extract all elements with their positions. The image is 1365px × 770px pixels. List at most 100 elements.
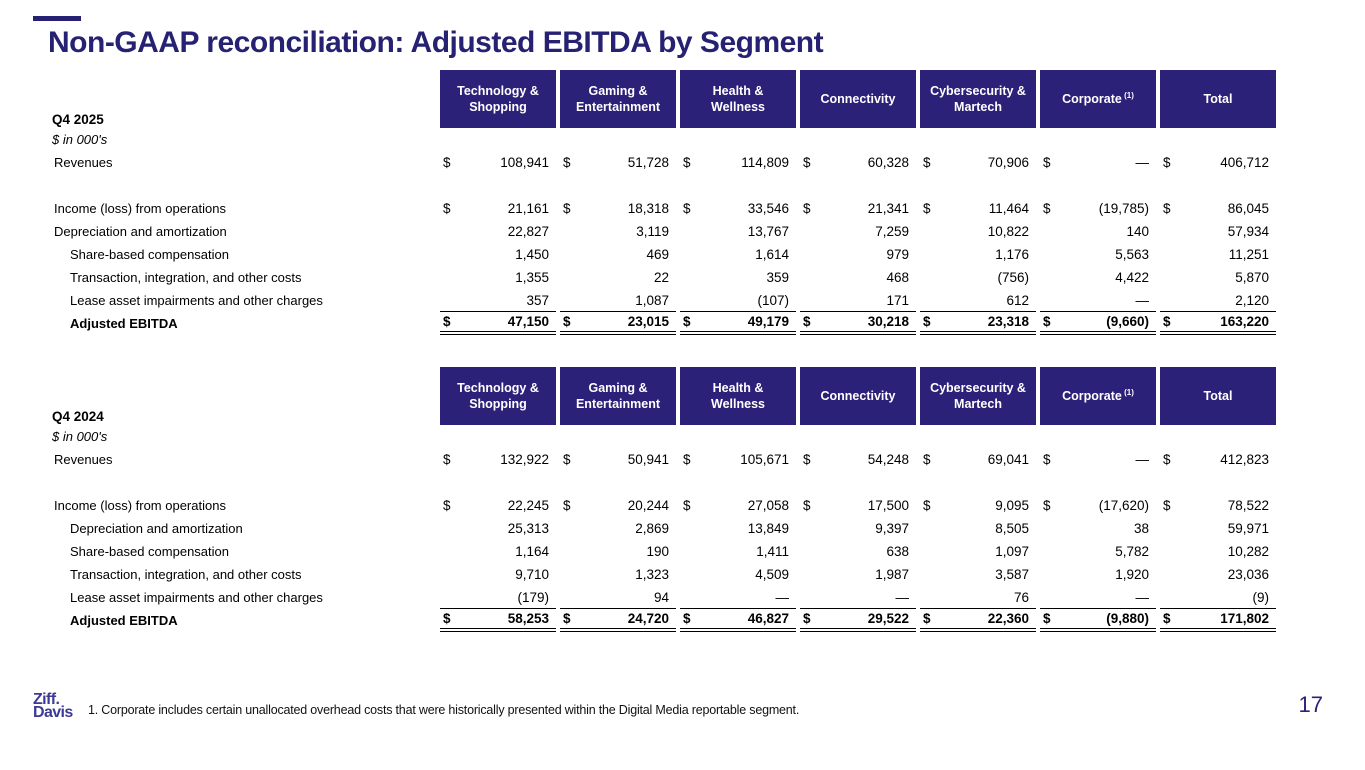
value-cell: 22	[560, 266, 676, 289]
value-text: 8,505	[995, 521, 1029, 536]
value-text: 3,119	[636, 224, 669, 239]
footnote: 1. Corporate includes certain unallocate…	[88, 703, 800, 717]
dollar-sign: $	[563, 201, 571, 216]
dollar-sign: $	[563, 314, 571, 329]
value-text: (107)	[757, 292, 789, 308]
value-text: 4,509	[755, 567, 789, 582]
value-cell: 22,827	[440, 220, 556, 243]
value-cell: $23,318	[920, 312, 1036, 335]
logo-line-1: Ziff.	[33, 691, 60, 708]
value-cell: $51,728	[560, 151, 676, 174]
value-cell: 1,097	[920, 540, 1036, 563]
value-cell: $171,802	[1160, 609, 1276, 632]
value-cell: 5,782	[1040, 540, 1156, 563]
table-row: Share-based compensation 1,450 469 1,614 979…	[44, 243, 1276, 266]
value-cell: 2,869	[560, 517, 676, 540]
title-accent-dash	[33, 16, 81, 21]
value-text: —	[895, 589, 910, 605]
value-cell: 190	[560, 540, 676, 563]
table-row: Income (loss) from operations $21,161 $18,…	[44, 197, 1276, 220]
value-cell: 468	[800, 266, 916, 289]
segment-table-q4-2024: Q4 2024 Technology & Shopping Gaming & Ent…	[40, 367, 1280, 632]
logo-line-2: Davis	[33, 704, 73, 722]
column-header: Connectivity	[800, 70, 916, 128]
value-text: 50,941	[627, 452, 669, 467]
value-text: 5,870	[1235, 270, 1269, 285]
value-text: 27,058	[747, 498, 789, 513]
value-text: 357	[526, 292, 549, 308]
table-row	[44, 471, 1276, 494]
value-cell: 1,087	[560, 289, 676, 312]
value-cell: $ —	[1040, 448, 1156, 471]
value-cell: 4,422	[1040, 266, 1156, 289]
value-cell: 1,614	[680, 243, 796, 266]
row-label: Revenues	[54, 155, 113, 170]
value-cell: $22,360	[920, 609, 1036, 632]
dollar-sign: $	[1043, 155, 1051, 170]
value-text: 171,802	[1220, 611, 1269, 626]
value-text: 51,728	[627, 155, 669, 170]
value-text: 1,987	[875, 567, 909, 582]
value-cell: 94	[560, 586, 676, 609]
value-text: (9)	[1252, 589, 1270, 605]
value-cell: $50,941	[560, 448, 676, 471]
value-cell: 359	[680, 266, 796, 289]
value-cell: 9,710	[440, 563, 556, 586]
dollar-sign: $	[563, 498, 571, 513]
dollar-sign: $	[1043, 611, 1051, 626]
value-text: —	[1135, 292, 1150, 308]
value-cell: 11,251	[1160, 243, 1276, 266]
dollar-sign: $	[803, 611, 811, 626]
value-cell: 140	[1040, 220, 1156, 243]
value-cell: 1,176	[920, 243, 1036, 266]
table-row: Adjusted EBITDA $58,253 $24,720 $46,827 $29,…	[44, 609, 1276, 632]
value-text: 2,869	[635, 521, 669, 536]
value-cell: $ (9,880)	[1040, 609, 1156, 632]
dollar-sign: $	[563, 155, 571, 170]
value-text: 9,710	[515, 567, 549, 582]
dollar-sign: $	[803, 452, 811, 467]
value-text: 23,036	[1227, 567, 1269, 582]
table-row: Revenues $132,922 $50,941 $105,671 $54,248 $6…	[44, 448, 1276, 471]
value-text: 4,422	[1115, 270, 1149, 285]
dollar-sign: $	[683, 201, 691, 216]
table-row: Depreciation and amortization 25,313 2,869…	[44, 517, 1276, 540]
value-cell: 1,411	[680, 540, 796, 563]
value-cell: $29,522	[800, 609, 916, 632]
value-text: —	[775, 589, 790, 605]
value-cell: 5,563	[1040, 243, 1156, 266]
value-text: 979	[886, 247, 909, 262]
header-row: Q4 2024 Technology & Shopping Gaming & Ent…	[44, 367, 1276, 425]
value-cell: $22,245	[440, 494, 556, 517]
row-label: Adjusted EBITDA	[70, 316, 178, 331]
value-text: 23,015	[627, 314, 669, 329]
value-cell: $21,161	[440, 197, 556, 220]
value-cell: 2,120	[1160, 289, 1276, 312]
value-text: 94	[653, 589, 669, 605]
value-cell: $406,712	[1160, 151, 1276, 174]
dollar-sign: $	[443, 314, 451, 329]
dollar-sign: $	[923, 498, 931, 513]
footnote-marker: (1)	[1121, 387, 1134, 397]
value-cell: 1,450	[440, 243, 556, 266]
value-text: 69,041	[987, 452, 1029, 467]
value-text: 9,397	[875, 521, 909, 536]
value-cell: 469	[560, 243, 676, 266]
column-header: Corporate (1)	[1040, 70, 1156, 128]
value-text: 190	[646, 544, 669, 559]
value-cell: $18,318	[560, 197, 676, 220]
row-label: Transaction, integration, and other cost…	[70, 567, 302, 582]
table-row: Transaction, integration, and other cost…	[44, 266, 1276, 289]
dollar-sign: $	[683, 155, 691, 170]
dollar-sign: $	[1163, 201, 1171, 216]
value-text: 58,253	[507, 611, 549, 626]
value-text: 24,720	[627, 611, 669, 626]
dollar-sign: $	[1043, 201, 1051, 216]
table-row: Lease asset impairments and other charge…	[44, 586, 1276, 609]
value-cell: 76	[920, 586, 1036, 609]
segment-table-q4-2025: Q4 2025 Technology & Shopping Gaming & Ent…	[40, 70, 1280, 335]
value-text: 10,282	[1227, 544, 1269, 559]
value-cell: $20,244	[560, 494, 676, 517]
value-cell: —	[1040, 289, 1156, 312]
page-number: 17	[1298, 692, 1323, 717]
